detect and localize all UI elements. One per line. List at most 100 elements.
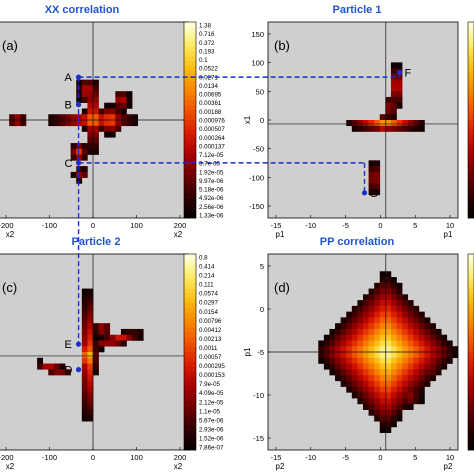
heatmap-cell bbox=[402, 386, 409, 393]
colorbar-step bbox=[468, 183, 474, 189]
heatmap-cell bbox=[390, 317, 397, 324]
heatmap-cell bbox=[351, 386, 358, 393]
heatmap-cell bbox=[368, 369, 375, 376]
colorbar-step bbox=[184, 193, 196, 199]
heatmap-cell bbox=[93, 363, 99, 370]
heatmap-cell bbox=[379, 317, 386, 324]
panel-c: Particle 2(c)-200-1000100200x2x20.80.414… bbox=[0, 236, 225, 471]
colorbar-step bbox=[184, 100, 196, 106]
colorbar-step bbox=[184, 337, 196, 343]
heatmap-cell bbox=[81, 154, 88, 161]
heatmap-cell bbox=[93, 108, 99, 115]
heatmap-cell bbox=[396, 386, 403, 393]
heatmap-cell bbox=[115, 108, 122, 115]
heatmap-cell bbox=[70, 114, 77, 121]
heatmap-cell bbox=[14, 114, 21, 121]
heatmap-cell bbox=[87, 392, 94, 399]
y-tick-label: -150 bbox=[249, 202, 264, 211]
heatmap-cell bbox=[81, 317, 88, 324]
heatmap-cell bbox=[424, 357, 431, 364]
heatmap-cell bbox=[396, 294, 403, 301]
heatmap-cell bbox=[363, 334, 369, 341]
heatmap-cell bbox=[379, 288, 386, 295]
heatmap-cell bbox=[402, 346, 409, 353]
colorbar-step bbox=[184, 401, 196, 407]
panel-a-title: XX correlation bbox=[45, 4, 120, 16]
heatmap-cell bbox=[402, 403, 409, 410]
heatmap-cell bbox=[98, 346, 105, 353]
colorbar-step bbox=[184, 31, 196, 38]
colorbar-step bbox=[184, 332, 196, 338]
heatmap-cell bbox=[413, 363, 420, 370]
heatmap-cell bbox=[385, 277, 392, 284]
heatmap-cell bbox=[93, 131, 99, 138]
heatmap-cell bbox=[396, 288, 403, 295]
colorbar-tick-label: 2.56e-06 bbox=[199, 204, 224, 211]
colorbar-step bbox=[184, 268, 196, 274]
heatmap-cell bbox=[396, 352, 403, 359]
heatmap-cell bbox=[418, 375, 425, 382]
heatmap-cell bbox=[137, 328, 144, 335]
heatmap-cell bbox=[379, 426, 386, 433]
colorbar-step bbox=[184, 124, 196, 131]
heatmap-cell bbox=[374, 294, 381, 301]
heatmap-cell bbox=[126, 334, 133, 341]
heatmap-cell bbox=[346, 317, 353, 324]
heatmap-cell bbox=[430, 323, 436, 330]
heatmap-cell bbox=[87, 311, 94, 318]
colorbar-tick-label: 0.716 bbox=[199, 31, 215, 38]
heatmap-cell bbox=[115, 96, 122, 103]
heatmap-cell bbox=[357, 398, 364, 405]
colorbar-step bbox=[184, 56, 196, 62]
colorbar-step bbox=[184, 159, 196, 165]
heatmap-cell bbox=[87, 108, 94, 115]
colorbar-tick-label: 0.000507 bbox=[199, 126, 225, 133]
colorbar-step bbox=[468, 66, 474, 72]
heatmap-cell bbox=[368, 288, 375, 295]
heatmap-cell bbox=[346, 357, 353, 364]
heatmap-cell bbox=[396, 398, 403, 405]
colorbar-step bbox=[468, 75, 474, 82]
heatmap-cell bbox=[357, 125, 364, 132]
colorbar-step bbox=[468, 352, 474, 358]
colorbar-step bbox=[184, 347, 196, 353]
heatmap-cell bbox=[81, 357, 88, 364]
heatmap-cell bbox=[346, 346, 353, 353]
heatmap-cell bbox=[87, 340, 94, 347]
colorbar-step bbox=[184, 327, 196, 333]
heatmap-cell bbox=[407, 363, 414, 370]
heatmap-cell bbox=[126, 120, 133, 127]
heatmap-cell bbox=[402, 305, 409, 312]
heatmap-cell bbox=[318, 357, 325, 364]
heatmap-cell bbox=[120, 114, 127, 121]
heatmap-cell bbox=[435, 346, 442, 353]
heatmap-cell bbox=[396, 282, 403, 289]
heatmap-cell bbox=[81, 403, 88, 410]
y-tick-label: 50 bbox=[256, 87, 264, 96]
heatmap-cell bbox=[120, 340, 127, 347]
heatmap-cell bbox=[81, 148, 88, 155]
heatmap-cell bbox=[59, 363, 66, 370]
heatmap-cell bbox=[87, 346, 94, 353]
colorbar-tick-label: 0.0574 bbox=[199, 291, 218, 298]
heatmap-cell bbox=[340, 340, 347, 347]
heatmap-cell bbox=[385, 334, 392, 341]
heatmap-cell bbox=[424, 375, 431, 382]
colorbar-step bbox=[184, 342, 196, 348]
heatmap-cell bbox=[385, 300, 392, 307]
colorbar-step bbox=[184, 278, 196, 284]
heatmap-cell bbox=[385, 125, 392, 132]
heatmap-cell bbox=[368, 328, 375, 335]
colorbar-step bbox=[468, 430, 474, 436]
marker-label-a: A bbox=[65, 72, 73, 84]
heatmap-cell bbox=[363, 380, 369, 387]
heatmap-cell bbox=[351, 323, 358, 330]
heatmap-cell bbox=[385, 392, 392, 399]
heatmap-cell bbox=[87, 369, 94, 376]
heatmap-cell bbox=[402, 380, 409, 387]
heatmap-cell bbox=[446, 352, 453, 359]
colorbar-step bbox=[184, 173, 196, 180]
heatmap-cell bbox=[374, 160, 381, 167]
x-tick-label: 0 bbox=[378, 453, 382, 462]
